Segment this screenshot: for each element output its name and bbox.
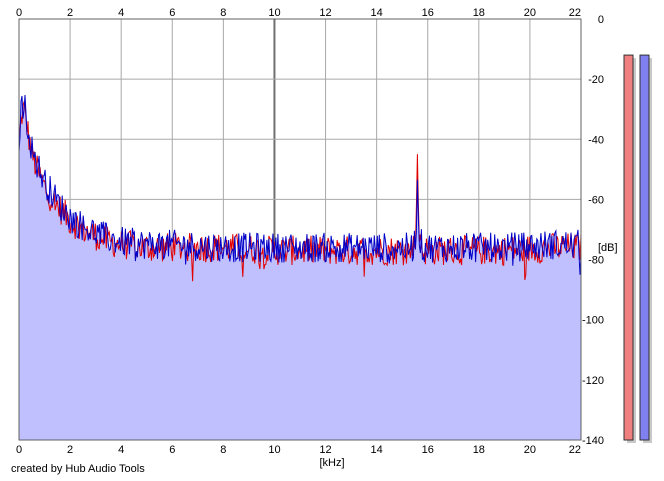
y-tick-labels: 0 -20 -40 -60 -80 -100 -120 -140 [582,14,604,447]
x-tick-label-bottom: 12 [319,444,331,456]
x-tick-label-top: 18 [473,7,485,19]
spectrum-trace-blue [18,94,582,275]
level-meter-bar [639,54,650,441]
x-tick-label-top: 0 [16,7,22,19]
x-tick-label-bottom: 6 [169,444,175,456]
x-tick-label-top: 16 [422,7,434,19]
plot-frame [18,18,582,441]
x-tick-label-bottom: 8 [220,444,226,456]
x-tick-label-bottom: 2 [67,444,73,456]
x-tick-label-top: 14 [371,7,383,19]
x-tick-label-top: 22 [569,7,581,19]
y-tick-label: -120 [582,375,604,387]
y-tick-label: -60 [588,194,604,206]
x-tick-label-top: 4 [118,7,124,19]
y-axis-label: [dB] [598,242,618,254]
x-tick-label-top: 20 [524,7,536,19]
y-tick-label: -20 [588,74,604,86]
x-tick-label-bottom: 0 [16,444,22,456]
x-tick-label-top: 10 [268,7,280,19]
x-tick-label-bottom: 20 [524,444,536,456]
level-meters [623,54,652,443]
x-tick-label-bottom: 16 [422,444,434,456]
spectrum-area-fill [19,95,581,440]
spectrum-trace-layer [18,94,582,282]
level-meter-bar [623,54,634,441]
x-tick-label-bottom: 22 [569,444,581,456]
x-tick-label-top: 12 [319,7,331,19]
x-tick-label-top: 2 [67,7,73,19]
x-tick-label-top: 8 [220,7,226,19]
y-tick-label: -80 [588,255,604,267]
x-axis-label: [kHz] [319,457,344,469]
x-tick-label-bottom: 4 [118,444,124,456]
y-tick-label: -100 [582,315,604,327]
y-tick-label: 0 [598,14,604,26]
spectrum-fill-layer [19,95,581,440]
x-tick-label-bottom: 18 [473,444,485,456]
x-tick-label-bottom: 14 [371,444,383,456]
x-tick-label-bottom: 10 [268,444,280,456]
y-tick-label: -40 [588,134,604,146]
credit-text: created by Hub Audio Tools [11,463,145,475]
y-tick-label: -140 [582,435,604,447]
x-tick-label-top: 6 [169,7,175,19]
